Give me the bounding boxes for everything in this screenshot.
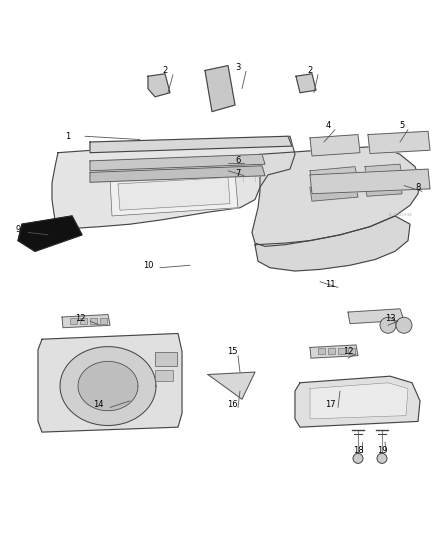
- Polygon shape: [310, 169, 430, 194]
- Circle shape: [353, 454, 363, 463]
- Text: 13: 13: [385, 314, 396, 323]
- Text: 2: 2: [307, 66, 313, 75]
- Bar: [328, 348, 335, 354]
- Text: 1: 1: [65, 132, 71, 141]
- Text: 3: 3: [235, 63, 241, 72]
- Bar: [155, 352, 177, 366]
- Polygon shape: [310, 383, 408, 419]
- Polygon shape: [18, 216, 82, 251]
- Text: 11-0003734: 11-0003734: [388, 213, 412, 217]
- Polygon shape: [310, 345, 358, 358]
- Bar: [70, 318, 77, 324]
- Text: 7: 7: [235, 169, 241, 177]
- Polygon shape: [38, 334, 182, 432]
- Text: 2: 2: [162, 66, 168, 75]
- Polygon shape: [78, 361, 138, 411]
- Text: 19: 19: [377, 446, 387, 455]
- Bar: [318, 348, 325, 354]
- Bar: [100, 318, 107, 324]
- Polygon shape: [252, 146, 420, 246]
- Bar: [80, 318, 87, 324]
- Text: 8: 8: [415, 183, 420, 192]
- Polygon shape: [110, 172, 238, 216]
- Circle shape: [377, 454, 387, 463]
- Polygon shape: [205, 66, 235, 111]
- Bar: [90, 318, 97, 324]
- Text: 5: 5: [399, 121, 405, 130]
- Text: 17: 17: [325, 400, 336, 409]
- Text: 16: 16: [227, 400, 237, 409]
- Text: 12: 12: [343, 347, 353, 356]
- Text: 10: 10: [143, 261, 153, 270]
- Bar: [155, 369, 173, 381]
- Polygon shape: [118, 177, 230, 210]
- Text: 11: 11: [325, 280, 335, 289]
- Polygon shape: [148, 74, 170, 97]
- Polygon shape: [60, 346, 156, 425]
- Polygon shape: [52, 136, 295, 228]
- Text: 6: 6: [235, 156, 241, 165]
- Polygon shape: [62, 314, 110, 328]
- Polygon shape: [348, 309, 404, 324]
- Polygon shape: [295, 376, 420, 427]
- Polygon shape: [365, 181, 402, 196]
- Circle shape: [396, 317, 412, 333]
- Text: 4: 4: [325, 121, 331, 130]
- Polygon shape: [90, 136, 292, 152]
- Polygon shape: [208, 372, 255, 399]
- Polygon shape: [365, 164, 402, 180]
- Polygon shape: [255, 216, 410, 271]
- Polygon shape: [310, 183, 358, 201]
- Polygon shape: [368, 131, 430, 154]
- Text: 18: 18: [353, 446, 363, 455]
- Polygon shape: [90, 155, 265, 171]
- Bar: [348, 348, 355, 354]
- Text: 12: 12: [75, 314, 85, 323]
- Polygon shape: [90, 166, 265, 182]
- Polygon shape: [310, 135, 360, 156]
- Text: 9: 9: [15, 225, 21, 235]
- Text: 14: 14: [93, 400, 103, 409]
- Polygon shape: [296, 74, 316, 93]
- Circle shape: [380, 317, 396, 333]
- Bar: [338, 348, 345, 354]
- Polygon shape: [310, 167, 358, 185]
- Text: 15: 15: [227, 347, 237, 356]
